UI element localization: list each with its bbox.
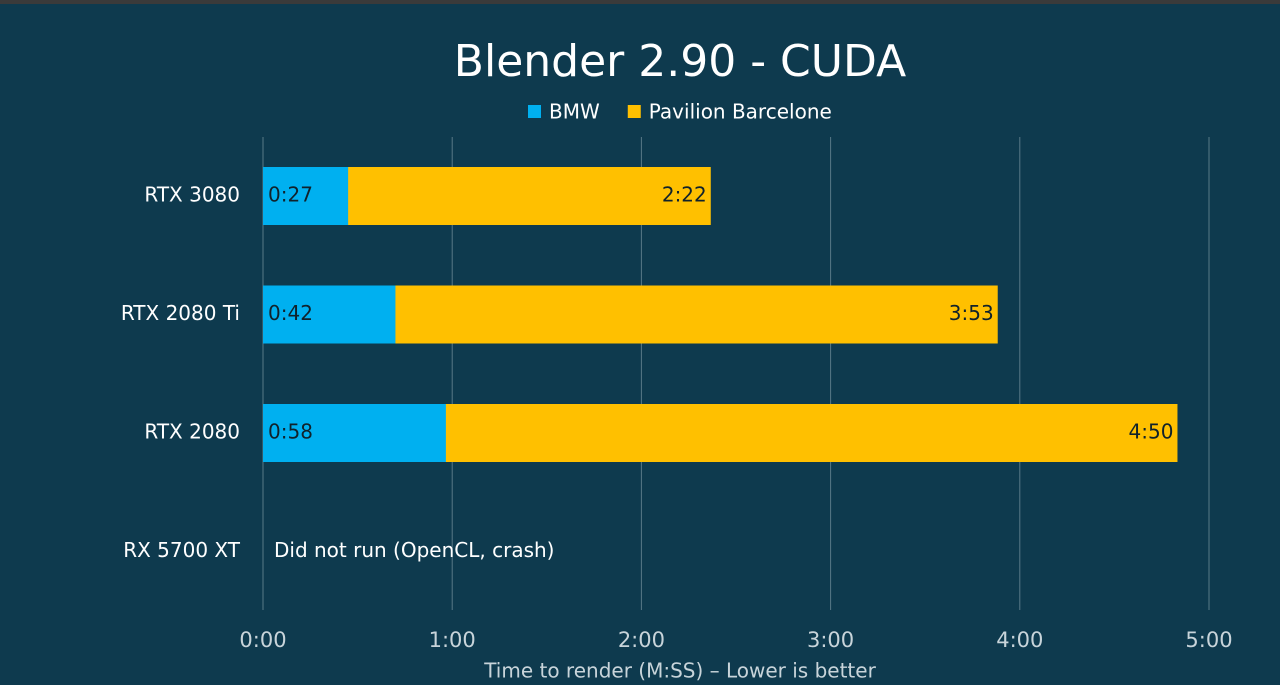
top-border [0, 0, 1280, 4]
y-tick-label: RX 5700 XT [123, 538, 241, 562]
x-tick-label: 2:00 [618, 628, 665, 652]
y-tick-label: RTX 3080 [144, 183, 240, 207]
bar [263, 285, 396, 344]
x-tick-label: 5:00 [1185, 628, 1232, 652]
x-tick-label: 1:00 [429, 628, 476, 652]
bar [263, 404, 446, 462]
annotation: Did not run (OpenCL, crash) [274, 538, 554, 562]
data-label: 0:58 [268, 420, 313, 444]
data-label: 3:53 [949, 301, 994, 325]
data-label: 4:50 [1129, 420, 1174, 444]
chart-title: Blender 2.90 - CUDA [454, 36, 906, 87]
x-tick-label: 0:00 [239, 628, 286, 652]
legend-label: BMW [549, 100, 600, 124]
y-tick-label: RTX 2080 [144, 420, 240, 444]
legend-swatch [528, 105, 541, 118]
bar [263, 167, 349, 225]
x-axis-label: Time to render (M:SS) – Lower is better [483, 659, 876, 683]
data-label: 2:22 [662, 183, 707, 207]
legend-swatch [627, 105, 641, 118]
x-tick-label: 4:00 [996, 628, 1043, 652]
data-label: 0:27 [268, 183, 313, 207]
data-label: 0:42 [268, 301, 313, 325]
legend-label: Pavilion Barcelone [649, 100, 832, 124]
x-tick-label: 3:00 [807, 628, 854, 652]
y-tick-label: RTX 2080 Ti [121, 301, 240, 325]
